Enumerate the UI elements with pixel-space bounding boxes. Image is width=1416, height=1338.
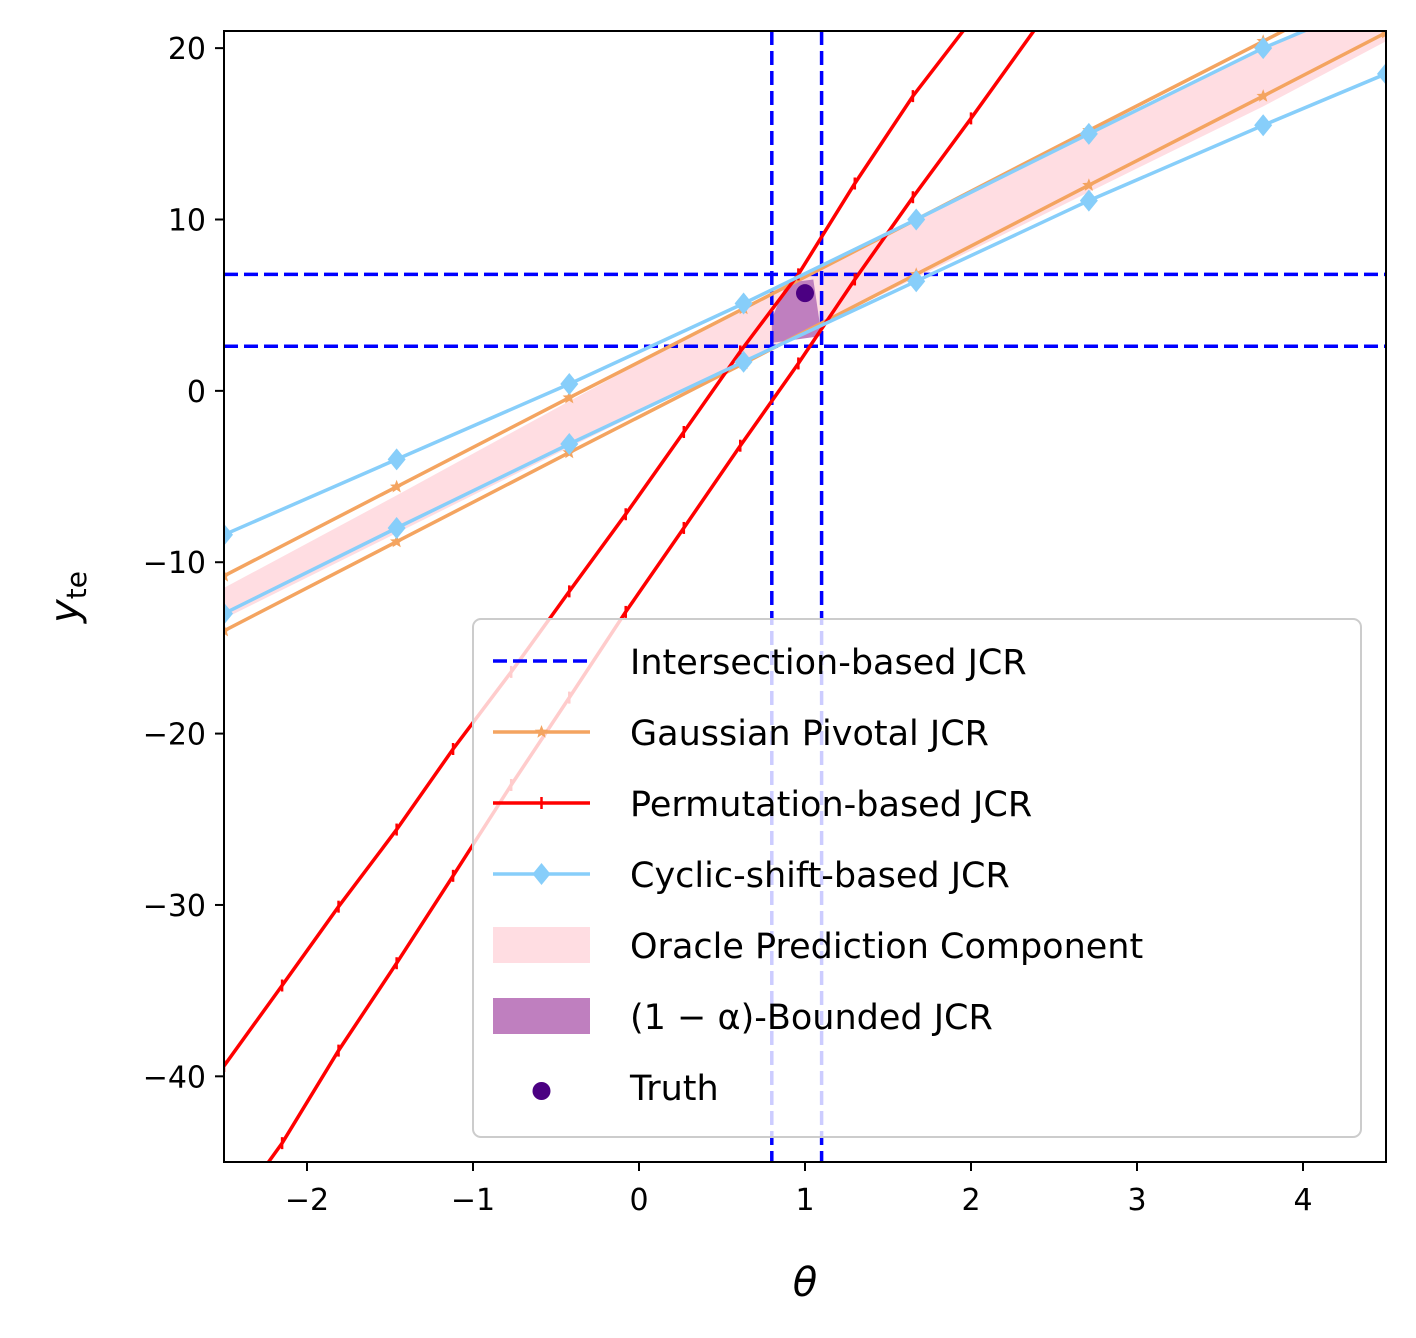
data-point: [1254, 114, 1273, 137]
x-tick-label: 1: [795, 1183, 814, 1218]
y-tick-label: 10: [168, 204, 206, 239]
legend-marker: [532, 1082, 551, 1100]
y-tick-label: −10: [143, 546, 206, 581]
y-tick-label: 0: [187, 375, 206, 410]
legend-label: Gaussian Pivotal JCR: [630, 714, 989, 754]
data-point: [907, 208, 926, 231]
legend-label: Oracle Prediction Component: [630, 927, 1143, 967]
legend-item-truth: Truth: [532, 1069, 719, 1109]
data-point: [1256, 89, 1270, 102]
legend-label: Cyclic-shift-based JCR: [630, 856, 1010, 896]
data-point: [560, 373, 579, 396]
data-point: [224, 568, 231, 582]
legend-item-permutation: Permutation-based JCR: [493, 785, 1032, 825]
legend-handle: [493, 998, 590, 1034]
legend-item-cyclic: Cyclic-shift-based JCR: [493, 856, 1010, 896]
y-tick-label: 20: [168, 32, 206, 67]
y-axis-label: yte: [42, 571, 93, 624]
series-line: [224, 31, 1309, 537]
y-tick-label: −40: [143, 1060, 206, 1095]
x-tick-label: 2: [961, 1183, 980, 1218]
data-point: [390, 479, 404, 493]
data-point: [224, 623, 231, 637]
legend-item-oracle: Oracle Prediction Component: [493, 927, 1143, 967]
y-axis: 20 10 0 −10 −20 −30 −40: [143, 32, 224, 1095]
y-axis-label-main: y: [42, 598, 88, 624]
data-point: [1079, 189, 1098, 212]
legend-handle: [493, 927, 590, 963]
data-point: [734, 350, 753, 373]
legend: Intersection-based JCR Gaussian Pivotal J…: [472, 618, 1362, 1138]
data-point: [1379, 31, 1386, 39]
data-point: [1079, 122, 1098, 145]
data-point: [387, 448, 406, 471]
data-point: [1082, 178, 1096, 191]
data-point: [907, 270, 926, 293]
data-point: [734, 292, 753, 315]
legend-marker: [532, 863, 551, 885]
data-point: [1377, 62, 1386, 85]
series-line: [224, 72, 1386, 616]
legend-item-bounded: (1 − α)-Bounded JCR: [493, 998, 993, 1038]
y-tick-label: −30: [143, 889, 206, 924]
legend-label: Truth: [629, 1069, 719, 1109]
x-tick-label: −1: [451, 1183, 495, 1218]
svg-text:yte: yte: [42, 571, 93, 624]
truth-point: [796, 284, 814, 303]
legend-label: Intersection-based JCR: [630, 643, 1027, 683]
legend-item-gaussian: Gaussian Pivotal JCR: [493, 714, 989, 754]
series-line: [224, 31, 1287, 578]
x-tick-label: 0: [629, 1183, 648, 1218]
data-point: [1254, 37, 1273, 60]
x-tick-label: 4: [1293, 1183, 1312, 1218]
series-cyclic: [224, 0, 1395, 625]
data-point: [224, 602, 233, 625]
legend-item-intersection: Intersection-based JCR: [493, 643, 1027, 683]
legend-box: [472, 618, 1362, 1138]
data-point: [224, 523, 233, 546]
x-tick-label: 3: [1127, 1183, 1146, 1218]
data-point: [390, 534, 404, 548]
legend-marker: [534, 725, 549, 738]
legend-label: (1 − α)-Bounded JCR: [630, 998, 993, 1038]
data-point: [1377, 0, 1395, 8]
data-layer: [224, 0, 1395, 1162]
legend-label: Permutation-based JCR: [630, 785, 1032, 825]
data-point: [387, 516, 406, 539]
data-point: [562, 390, 576, 404]
y-axis-label-subscript: te: [60, 571, 93, 599]
y-tick-label: −20: [143, 718, 206, 753]
x-tick-label: −2: [285, 1183, 329, 1218]
x-axis: −2 −1 0 1 2 3 4: [285, 1162, 1313, 1218]
x-axis-label: θ: [793, 1260, 817, 1306]
data-point: [560, 432, 579, 455]
